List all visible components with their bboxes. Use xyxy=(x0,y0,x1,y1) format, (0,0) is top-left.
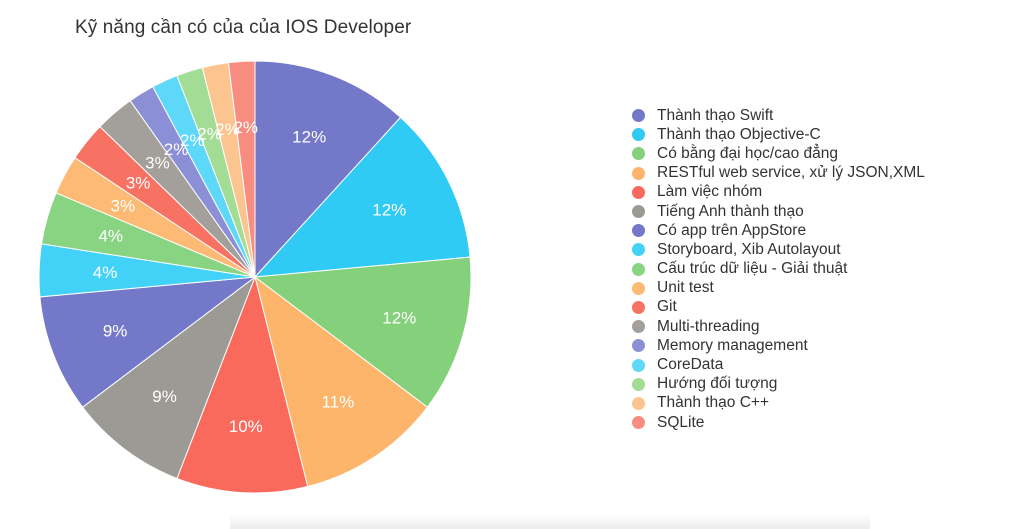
legend-swatch xyxy=(632,243,645,257)
slice-value-label: 2% xyxy=(164,140,189,159)
slice-value-label: 9% xyxy=(103,322,128,341)
legend-label: Có app trên AppStore xyxy=(657,221,807,239)
legend-label: Thành thạo Objective-C xyxy=(657,125,821,143)
slice-value-label: 12% xyxy=(292,128,326,147)
chart-title: Kỹ năng cần có của của IOS Developer xyxy=(75,17,412,38)
pie-slice xyxy=(39,276,257,408)
legend-item: Memory management xyxy=(632,336,925,355)
legend-item: SQLite xyxy=(632,413,925,432)
legend-item: Git xyxy=(632,298,925,317)
legend-item: Unit test xyxy=(632,279,925,298)
bottom-shadow xyxy=(230,514,870,529)
legend-swatch xyxy=(632,396,645,410)
legend-item: RESTful web service, xử lý JSON,XML xyxy=(632,164,925,183)
legend-label: Làm việc nhóm xyxy=(657,183,763,201)
legend-item: Thành thạo Objective-C xyxy=(632,125,925,144)
legend-item: Multi-threading xyxy=(632,317,925,336)
legend-label: Có bằng đại học/cao đẳng xyxy=(657,144,838,162)
legend-swatch xyxy=(632,281,645,295)
legend-label: Cấu trúc dữ liệu - Giải thuật xyxy=(657,260,848,278)
legend-item: Cấu trúc dữ liệu - Giải thuật xyxy=(632,260,925,279)
pie-slice xyxy=(253,256,472,408)
legend-swatch xyxy=(632,147,645,161)
legend-item: Thành thạo Swift xyxy=(632,106,925,125)
legend-item: Có bằng đại học/cao đẳng xyxy=(632,144,925,163)
slice-value-label: 2% xyxy=(197,125,222,144)
chart-legend: Thành thạo Swift Thành thạo Objective-C Có… xyxy=(632,106,925,432)
slice-value-label: 2% xyxy=(215,120,240,139)
legend-label: Tiếng Anh thành thạo xyxy=(657,202,804,220)
legend-label: Hướng đối tượng xyxy=(657,375,778,393)
legend-swatch xyxy=(632,185,645,199)
pie-slice xyxy=(176,275,309,494)
legend-label: Thành thạo Swift xyxy=(657,106,774,124)
slice-value-label: 3% xyxy=(111,197,136,216)
pie-slices xyxy=(38,60,472,494)
legend-item: Thành thạo C++ xyxy=(632,394,925,413)
legend-label: CoreData xyxy=(657,356,724,374)
pie-slice xyxy=(227,60,256,278)
slice-value-label: 3% xyxy=(145,154,170,173)
legend-swatch xyxy=(632,377,645,391)
legend-label: Multi-threading xyxy=(657,317,760,335)
slice-value-label: 9% xyxy=(152,387,177,406)
pie-slice xyxy=(253,116,471,278)
legend-item: Storyboard, Xib Autolayout xyxy=(632,240,925,259)
legend-swatch xyxy=(632,109,645,123)
legend-swatch xyxy=(632,358,645,372)
slice-value-label: 3% xyxy=(126,173,151,192)
legend-swatch xyxy=(632,416,645,430)
legend-swatch xyxy=(632,166,645,180)
legend-swatch xyxy=(632,300,645,314)
legend-label: Thành thạo C++ xyxy=(657,394,770,412)
legend-swatch xyxy=(632,205,645,219)
legend-item: Hướng đối tượng xyxy=(632,375,925,394)
slice-value-label: 2% xyxy=(233,118,258,137)
slice-value-label: 12% xyxy=(372,201,406,220)
pie-slice xyxy=(254,60,402,279)
slice-value-label: 11% xyxy=(321,393,354,412)
legend-swatch xyxy=(632,262,645,276)
slice-value-label: 4% xyxy=(98,226,123,245)
legend-label: Unit test xyxy=(657,279,714,297)
legend-item: Làm việc nhóm xyxy=(632,183,925,202)
slice-value-label: 12% xyxy=(382,309,416,328)
pie-slice xyxy=(81,275,257,480)
slice-value-label: 10% xyxy=(229,417,263,436)
legend-swatch xyxy=(632,224,645,238)
legend-swatch xyxy=(632,128,645,142)
legend-swatch xyxy=(632,339,645,353)
legend-item: Tiếng Anh thành thạo xyxy=(632,202,925,221)
pie-slice-labels: 12%12%12%11%10%9%9%4%4%3%3%3%2%2%2%2%2% xyxy=(93,118,417,436)
legend-label: SQLite xyxy=(657,413,705,431)
legend-swatch xyxy=(632,320,645,334)
legend-label: RESTful web service, xử lý JSON,XML xyxy=(657,164,925,182)
slice-value-label: 2% xyxy=(180,131,205,150)
pie-slice xyxy=(254,275,429,488)
legend-label: Storyboard, Xib Autolayout xyxy=(657,240,841,258)
legend-label: Git xyxy=(657,298,677,316)
slice-value-label: 4% xyxy=(93,263,118,282)
legend-item: CoreData xyxy=(632,355,925,374)
legend-label: Memory management xyxy=(657,336,808,354)
legend-item: Có app trên AppStore xyxy=(632,221,925,240)
